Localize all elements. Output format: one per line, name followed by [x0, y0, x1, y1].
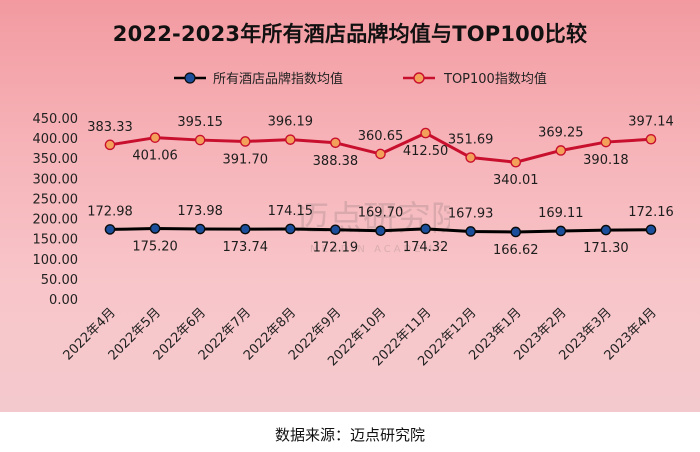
data-label-top100: 388.38 — [313, 154, 359, 169]
data-point-all-brands — [600, 224, 612, 236]
data-label-all-brands: 172.19 — [313, 241, 359, 256]
data-label-all-brands: 174.32 — [403, 240, 449, 255]
y-tick-label: 0.00 — [49, 293, 78, 308]
data-label-all-brands: 175.20 — [132, 240, 178, 255]
data-point-top100 — [510, 156, 522, 168]
chart-card: 2022-2023年所有酒店品牌均值与TOP100比较 迈点研究院 MEADIN… — [0, 0, 700, 412]
data-label-top100: 401.06 — [132, 149, 178, 164]
data-label-top100: 360.65 — [358, 129, 404, 144]
watermark-subtext: MEADIN ACADEMY — [310, 244, 444, 255]
data-point-all-brands — [104, 224, 116, 235]
data-point-all-brands — [330, 224, 341, 236]
legend-label-all-brands: 所有酒店品牌指数均值 — [213, 71, 343, 87]
legend-marker-top100 — [413, 72, 425, 84]
data-label-all-brands: 166.62 — [493, 243, 539, 258]
y-tick-label: 50.00 — [41, 273, 78, 288]
data-label-top100: 395.15 — [177, 115, 223, 130]
data-label-top100: 340.01 — [493, 173, 539, 188]
data-point-all-brands — [239, 223, 251, 235]
data-label-top100: 412.50 — [403, 144, 449, 159]
data-point-all-brands — [149, 223, 161, 234]
chart-title: 2022-2023年所有酒店品牌均值与TOP100比较 — [112, 22, 588, 46]
y-tick-label: 400.00 — [33, 132, 79, 147]
data-label-all-brands: 169.11 — [538, 206, 584, 221]
data-point-top100 — [104, 139, 116, 151]
data-point-top100 — [465, 152, 476, 163]
data-point-all-brands — [510, 226, 522, 238]
y-tick-label: 150.00 — [33, 233, 79, 248]
data-label-all-brands: 172.16 — [628, 205, 674, 220]
y-tick-label: 350.00 — [33, 152, 79, 167]
data-point-top100 — [239, 136, 251, 147]
source-note: 数据来源：迈点研究院 — [274, 426, 425, 444]
data-point-all-brands — [645, 224, 657, 236]
y-tick-label: 300.00 — [33, 172, 79, 187]
data-point-top100 — [600, 136, 612, 148]
watermark-logo: 迈点研究院 MEADIN ACADEMY — [290, 190, 465, 264]
data-label-all-brands: 172.98 — [87, 204, 133, 219]
data-label-all-brands: 167.93 — [448, 206, 494, 221]
data-label-all-brands: 173.74 — [223, 240, 269, 255]
data-point-top100 — [330, 137, 341, 149]
data-point-all-brands — [555, 225, 567, 237]
data-label-top100: 383.33 — [87, 120, 133, 135]
data-label-all-brands: 169.70 — [358, 206, 404, 221]
data-label-top100: 396.19 — [268, 115, 314, 130]
data-label-all-brands: 171.30 — [583, 241, 629, 256]
data-label-all-brands: 174.15 — [268, 204, 314, 219]
data-point-top100 — [555, 145, 567, 156]
data-label-top100: 391.70 — [223, 152, 269, 167]
data-point-top100 — [149, 132, 161, 143]
data-label-top100: 397.14 — [628, 114, 674, 129]
data-point-top100 — [194, 134, 206, 146]
data-point-top100 — [285, 134, 296, 145]
data-point-top100 — [420, 127, 431, 139]
data-point-all-brands — [465, 226, 476, 237]
data-label-all-brands: 173.98 — [177, 204, 223, 219]
legend-marker-all-brands — [184, 72, 196, 84]
data-label-top100: 351.69 — [448, 133, 494, 148]
data-point-top100 — [375, 148, 386, 160]
data-point-all-brands — [375, 225, 386, 237]
data-point-all-brands — [420, 223, 431, 235]
y-tick-label: 450.00 — [33, 112, 79, 127]
y-tick-label: 250.00 — [33, 192, 79, 207]
y-tick-label: 200.00 — [33, 213, 79, 228]
data-point-top100 — [645, 133, 657, 145]
y-tick-label: 100.00 — [33, 253, 79, 268]
data-point-all-brands — [194, 223, 206, 235]
line-chart: 0.00 50.00 100.00 150.00 200.00 250.00 300.00 3… — [33, 71, 674, 369]
legend-label-top100: TOP100指数均值 — [443, 71, 547, 87]
data-label-top100: 390.18 — [583, 153, 629, 168]
data-point-all-brands — [285, 223, 296, 235]
data-label-top100: 369.25 — [538, 125, 584, 140]
